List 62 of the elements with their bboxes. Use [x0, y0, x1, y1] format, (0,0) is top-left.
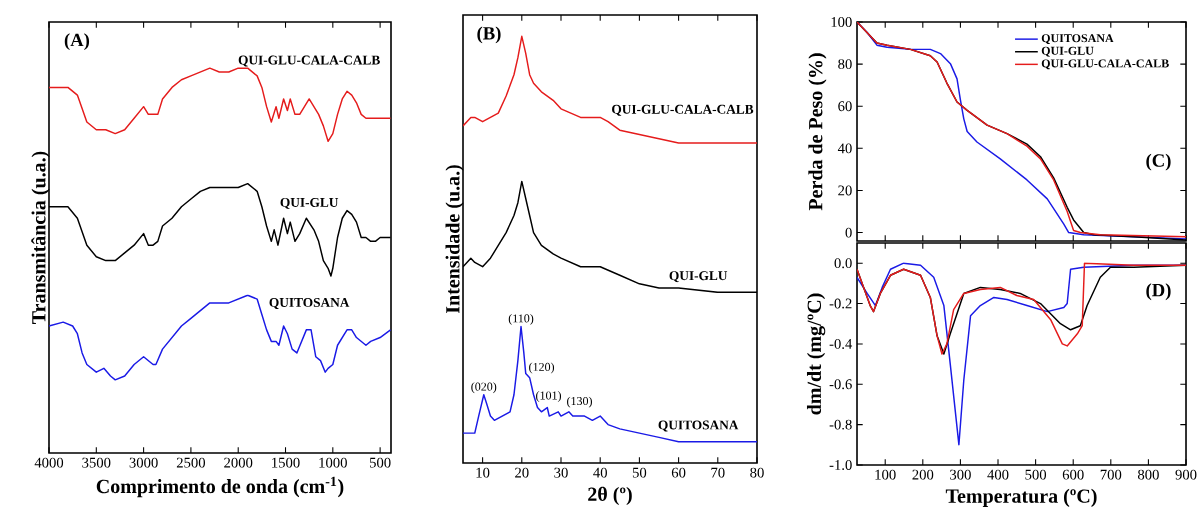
chart-title: (B) — [477, 26, 501, 44]
x-axis-title: 2θ (º) — [588, 486, 632, 506]
x-tick-label: 80 — [750, 467, 764, 478]
series-label: QUI-GLU — [669, 271, 728, 283]
x-tick-label: 20 — [515, 467, 529, 478]
x-tick-label: 3500 — [82, 457, 111, 468]
y-tick-label: 60 — [838, 101, 852, 112]
x-tick-label: 800 — [1137, 469, 1159, 480]
series-label: QUI-GLU-CALA-CALB — [612, 104, 754, 116]
y-tick-label: -0.6 — [829, 379, 852, 390]
x-tick-label: 600 — [1062, 469, 1084, 480]
series-label: QUITOSANA — [658, 420, 739, 432]
x-tick-label: 300 — [950, 469, 971, 480]
y-tick-label: -1.0 — [829, 460, 852, 470]
x-tick-label: 900 — [1175, 469, 1197, 480]
y-tick-label: -0.2 — [829, 298, 852, 309]
y-axis-title: Perda de Peso (%) — [808, 53, 827, 211]
y-tick-label: 0 — [845, 227, 852, 238]
annotation: (130) — [567, 396, 592, 408]
x-tick-label: 500 — [1025, 469, 1047, 480]
annotation: (120) — [529, 362, 555, 374]
x-tick-label: 10 — [476, 467, 490, 478]
x-tick-label: 50 — [632, 467, 647, 478]
y-axis-title: Transmitância (u.a.) — [31, 151, 50, 324]
series-label: QUITOSANA — [269, 298, 350, 310]
annotation: (101) — [536, 391, 562, 402]
x-tick-label: 2500 — [176, 457, 206, 468]
y-tick-label: -0.4 — [829, 338, 853, 349]
y-tick-label: 100 — [831, 17, 852, 27]
x-axis-title: Comprimento de onda (cm$^{-1}$) — [96, 476, 344, 498]
y-tick-label: 80 — [838, 59, 852, 70]
series-label: QUI-GLU-CALA-CALB — [238, 55, 380, 67]
legend-label: QUI-GLU — [1041, 46, 1094, 57]
x-tick-label: 1000 — [319, 457, 347, 468]
x-tick-label: 100 — [875, 469, 896, 480]
x-tick-label: 70 — [711, 467, 725, 478]
x-tick-label: 2000 — [224, 457, 253, 468]
x-tick-label: 1500 — [272, 457, 300, 468]
series-label: QUI-GLU — [280, 197, 339, 209]
y-axis-title: dm/dt (mg/ºC) — [806, 293, 826, 415]
x-tick-label: 200 — [912, 469, 934, 480]
x-tick-label: 40 — [593, 467, 607, 478]
legend-label: QUITOSANA — [1041, 34, 1114, 45]
annotation: (110) — [508, 313, 534, 325]
x-tick-label: 400 — [987, 469, 1009, 480]
y-tick-label: 40 — [837, 143, 852, 154]
x-tick-label: 60 — [671, 467, 686, 478]
x-tick-label: 500 — [369, 457, 391, 468]
y-tick-label: 20 — [838, 185, 852, 196]
x-axis-title: Temperatura (ºC) — [945, 488, 1097, 507]
chart-title: (A) — [64, 33, 90, 51]
x-tick-label: 30 — [554, 467, 568, 478]
text: (D) — [1146, 283, 1171, 301]
x-tick-label: 700 — [1100, 469, 1122, 480]
x-tick-label: 4000 — [34, 457, 64, 468]
annotation: (020) — [471, 382, 497, 394]
y-axis-title: Intensidade (u.a.) — [445, 165, 464, 314]
x-tick-label: 3000 — [129, 457, 158, 468]
y-tick-label: 0.0 — [834, 258, 852, 269]
legend-label: QUI-GLU-CALA-CALB — [1041, 59, 1169, 70]
y-tick-label: -0.8 — [829, 419, 852, 430]
text: (C) — [1146, 153, 1171, 171]
